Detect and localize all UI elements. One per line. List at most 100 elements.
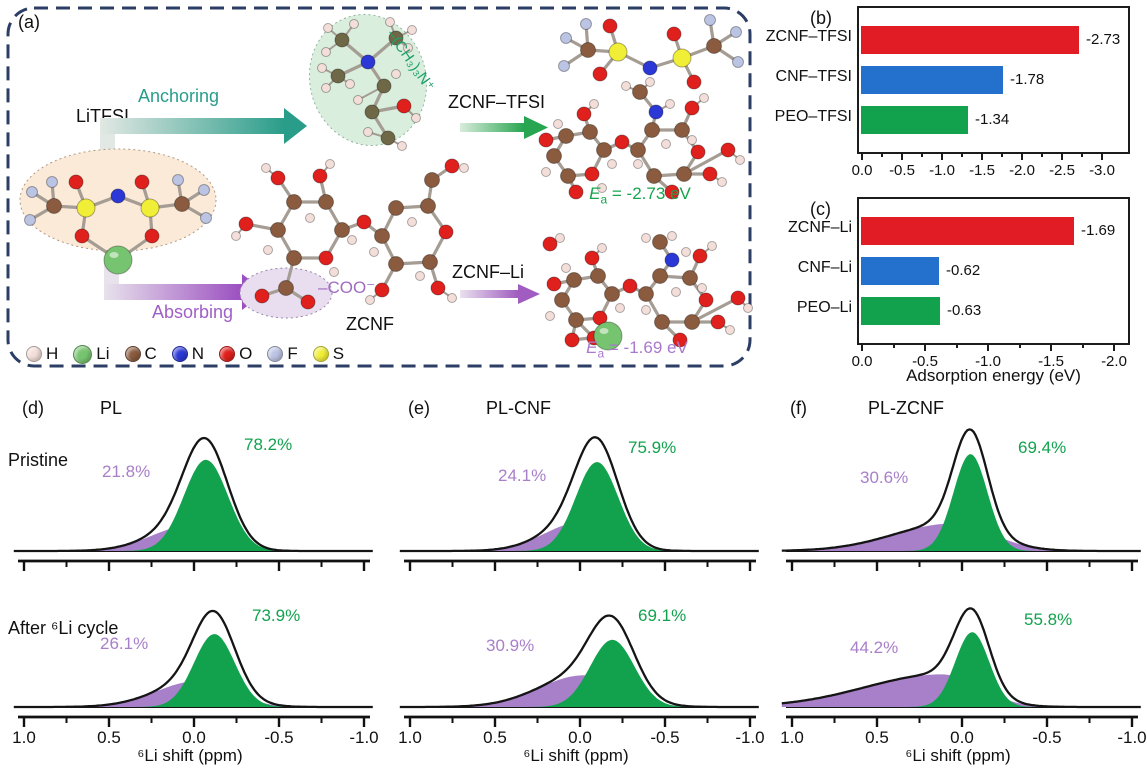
- x-minor-tick: [1081, 152, 1083, 157]
- C-atom-icon: [124, 346, 141, 362]
- green-fraction-label: 78.2%: [244, 435, 293, 454]
- row-label-after-cycle: After ⁶Li cycle: [8, 618, 119, 638]
- x-tick: [941, 152, 943, 160]
- x-tick-label: -1.0: [349, 728, 379, 747]
- x-tick-label: 0.0: [182, 728, 206, 747]
- ea-value: = -2.73 eV: [607, 184, 691, 203]
- ea-sub: a: [600, 192, 608, 207]
- legend-label: F: [287, 344, 298, 363]
- x-tick-label: -3.0: [1089, 162, 1115, 179]
- bar-ZCNF–Li: [861, 217, 1074, 245]
- x-tick-label: 0.0: [851, 353, 873, 370]
- panel-f-title: PL-ZCNF: [868, 398, 944, 418]
- choline-fragment-molecule: [308, 14, 428, 151]
- panel-a-schematic: (a) LiTFSI Anchoring Absorbing –(CH₃)₃N⁺…: [6, 6, 753, 368]
- spectrum-pristine: [13, 436, 375, 553]
- x-tick-label: -2.5: [1049, 162, 1075, 179]
- legend-label: O: [239, 344, 253, 363]
- x-minor-tick: [955, 343, 958, 348]
- purple-fraction-label: 44.2%: [850, 638, 899, 657]
- zcnf-tfsi-complex-molecule: [538, 77, 745, 200]
- panel-d-label: (d): [22, 398, 44, 418]
- category-label-ZCNF–Li: ZCNF–Li: [787, 219, 852, 236]
- zcnf-li-complex-molecule: [542, 231, 753, 351]
- x-tick-label: -0.5: [1032, 728, 1062, 747]
- x-tick-label: -1.0: [1117, 728, 1147, 747]
- x-tick-label: 0.5: [483, 728, 507, 747]
- panel-a-label: (a): [18, 12, 40, 32]
- category-label-CNF–Li: CNF–Li: [797, 259, 852, 276]
- tfsi-molecule: [558, 14, 744, 90]
- x-tick: [901, 152, 903, 160]
- green-fraction-label: 55.8%: [1024, 610, 1073, 629]
- x-tick-labels: 1.0 0.5 0.0 -0.5 -1.0: [390, 728, 764, 748]
- x-tick-label: -0.5: [889, 162, 915, 179]
- adsorption-energy-li: Ea = -1.69 eV: [537, 338, 737, 360]
- legend-item-N: N: [171, 344, 204, 364]
- zcnf-tfsi-label: ZCNF–TFSI: [448, 92, 545, 112]
- x-tick: [1101, 152, 1103, 160]
- row-label-pristine: Pristine: [8, 450, 69, 470]
- bar-value-label: -1.69: [1081, 222, 1116, 239]
- x-tick-label: -0.5: [650, 728, 680, 747]
- zcnf-li-label: ZCNF–Li: [452, 262, 525, 282]
- N-atom-icon: [171, 346, 188, 362]
- absorbing-label: Absorbing: [152, 302, 234, 322]
- bar-CNF–TFSI: [861, 66, 1003, 94]
- legend-label: Li: [96, 344, 110, 363]
- carboxylate-label: –COO⁻: [318, 278, 376, 297]
- bar-PEO–Li: [861, 297, 940, 325]
- panel-f: (f) PL-ZCNF 30.6% 69.4% 44.2% 55.8% 1.0 0…: [772, 398, 1147, 768]
- panel-b-bar-chart: -2.73 -1.78 -1.34 0.0 -0.5 -1.0 -1.5 -2.0 -2.5 -3…: [852, 6, 1130, 179]
- x-tick: [1113, 343, 1115, 351]
- x-axis-labeled: [18, 715, 370, 727]
- legend-item-Li: Li: [73, 344, 110, 364]
- bar-CNF–Li: [861, 257, 939, 285]
- legend-label: H: [46, 344, 59, 363]
- panel-d: (d) PL Pristine 21.8% 78.2% After ⁶Li cy…: [4, 398, 379, 768]
- x-tick-label: -2.0: [1009, 162, 1035, 179]
- panel-b-category-labels: ZCNF–TFSI CNF–TFSI PEO–TFSI: [736, 6, 852, 154]
- green-fraction-label: 75.9%: [628, 438, 677, 457]
- legend-item-O: O: [219, 344, 252, 364]
- panel-e-title: PL-CNF: [486, 398, 552, 418]
- anchoring-label: Anchoring: [138, 86, 220, 106]
- x-axis-title: ⁶Li shift (ppm): [523, 746, 629, 765]
- panel-c-label: (c): [810, 199, 831, 219]
- purple-fraction-label: 30.6%: [860, 468, 909, 487]
- category-label-PEO–Li: PEO–Li: [796, 299, 852, 316]
- legend-item-C: C: [124, 344, 157, 364]
- x-tick-label: 1.0: [398, 728, 422, 747]
- x-tick-label: 0.5: [97, 728, 121, 747]
- bar-value-label: -1.78: [1010, 71, 1045, 88]
- zcnf-tfsi-arrow: [460, 116, 548, 139]
- adsorption-energy-tfsi: Ea = -2.73 eV: [540, 184, 740, 206]
- panel-d-title: PL: [100, 398, 123, 418]
- x-axis-title: ⁶Li shift (ppm): [137, 746, 243, 765]
- x-tick-label: 0.0: [568, 728, 592, 747]
- legend-label: C: [144, 344, 157, 363]
- x-tick-label: -1.0: [735, 728, 765, 747]
- ea-value: = -1.69 eV: [604, 338, 688, 357]
- x-axis-title: ⁶Li shift (ppm): [905, 746, 1011, 765]
- spectrum-pristine: [781, 428, 1143, 553]
- zcnf-molecule: [231, 158, 469, 319]
- anchoring-arrow: [100, 108, 307, 154]
- x-tick: [861, 152, 863, 160]
- green-fraction-label: 73.9%: [252, 606, 301, 625]
- x-tick: [1061, 152, 1063, 160]
- category-label-CNF–TFSI: CNF–TFSI: [775, 68, 852, 85]
- spectrum-after-cycle: [13, 609, 375, 709]
- bar-value-label: -2.73: [1086, 31, 1121, 48]
- panel-c-x-axis-title: Adsorption energy (eV): [906, 366, 1081, 385]
- x-minor-tick: [921, 152, 923, 157]
- x-tick-labels: 1.0 0.5 0.0 -0.5 -1.0: [772, 728, 1147, 748]
- purple-fraction-label: 30.9%: [486, 636, 535, 655]
- O-atom-icon: [219, 346, 236, 362]
- panel-c-bar-chart: -1.69 -0.62 -0.63 0.0 -0.5 -1.0 -1.5 -2.0: [852, 197, 1130, 370]
- x-tick-label: 0.0: [950, 728, 974, 747]
- x-tick-label: 0.5: [865, 728, 889, 747]
- green-fraction-label: 69.1%: [638, 606, 687, 625]
- bar-value-label: -1.34: [975, 111, 1010, 128]
- ea-sub: a: [597, 346, 605, 361]
